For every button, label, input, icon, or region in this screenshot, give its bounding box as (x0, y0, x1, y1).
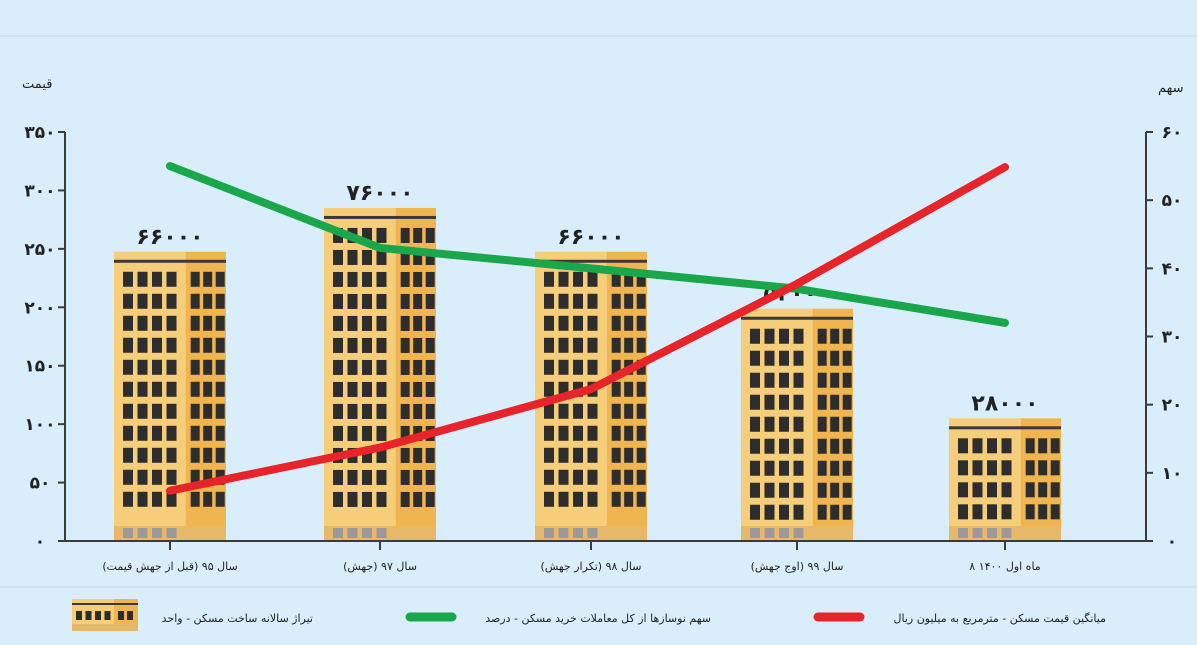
x-tick-label: سال ۹۹ (اوج جهش) (751, 560, 844, 573)
bar-value-label: ۶۶۰۰۰ (136, 225, 203, 250)
left-tick-label: ۲۵۰ (24, 240, 55, 260)
category-labels: سال ۹۵ (قبل از جهش قیمت) سال ۹۷ (جهش) سال … (102, 541, 1041, 573)
legend-label: تیراژ سالانه ساخت مسکن - واحد (162, 612, 313, 625)
legend: تیراژ سالانه ساخت مسکن - واحد سهم نوسازها… (72, 599, 1106, 631)
bar-value-label: ۷۶۰۰۰ (346, 181, 413, 206)
left-tick-label: ۵۰ (30, 474, 51, 494)
right-tick-label: ۲۰ (1162, 396, 1183, 416)
bar-value-label: ۲۸۰۰۰ (971, 391, 1038, 416)
x-tick-label: ۸ ماه اول ۱۴۰۰ (969, 560, 1041, 573)
legend-label: میانگین قیمت مسکن - مترمربع به میلیون ری… (894, 612, 1107, 625)
bar (114, 251, 226, 540)
x-tick-label: سال ۹۸ (تکرار جهش) (541, 560, 642, 573)
left-tick-label: ۱۰۰ (24, 415, 55, 435)
legend-label: سهم نوسازها از کل معاملات خرید مسکن - در… (485, 612, 711, 625)
bar (949, 418, 1061, 540)
right-tick-label: ۵۰ (1162, 191, 1183, 211)
legend-bar-swatch (72, 599, 138, 631)
left-tick-label: ۱۵۰ (24, 357, 55, 377)
left-tick-label: ۲۰۰ (24, 298, 55, 318)
right-tick-label: ۶۰ (1162, 123, 1183, 143)
right-axis-ticks: ۰ ۱۰ ۲۰ ۳۰ ۴۰ ۵۰ ۶۰ (1146, 123, 1182, 552)
left-tick-label: ۳۰۰ (24, 181, 55, 201)
right-tick-label: ۳۰ (1162, 328, 1183, 348)
series-line (166, 163, 1009, 495)
bar (741, 308, 853, 540)
right-tick-label: ۴۰ (1162, 259, 1183, 279)
left-axis-ticks: ۰ ۵۰ ۱۰۰ ۱۵۰ ۲۰۰ ۲۵۰ ۳۰۰ ۳۵۰ (24, 123, 65, 552)
right-tick-label: ۰ (1167, 532, 1177, 552)
right-axis-title: سهم (1158, 81, 1184, 96)
bar (535, 251, 647, 540)
left-axis-title: قیمت (22, 77, 52, 92)
x-tick-label: سال ۹۷ (جهش) (343, 560, 417, 573)
left-tick-label: ۳۵۰ (24, 123, 55, 143)
series-line (166, 162, 1009, 327)
bar (324, 207, 436, 540)
bar-value-label: ۶۶۰۰۰ (557, 225, 624, 250)
right-tick-label: ۱۰ (1162, 464, 1183, 484)
left-tick-label: ۰ (35, 532, 45, 552)
x-tick-label: سال ۹۵ (قبل از جهش قیمت) (102, 560, 237, 573)
line-series (166, 162, 1009, 495)
